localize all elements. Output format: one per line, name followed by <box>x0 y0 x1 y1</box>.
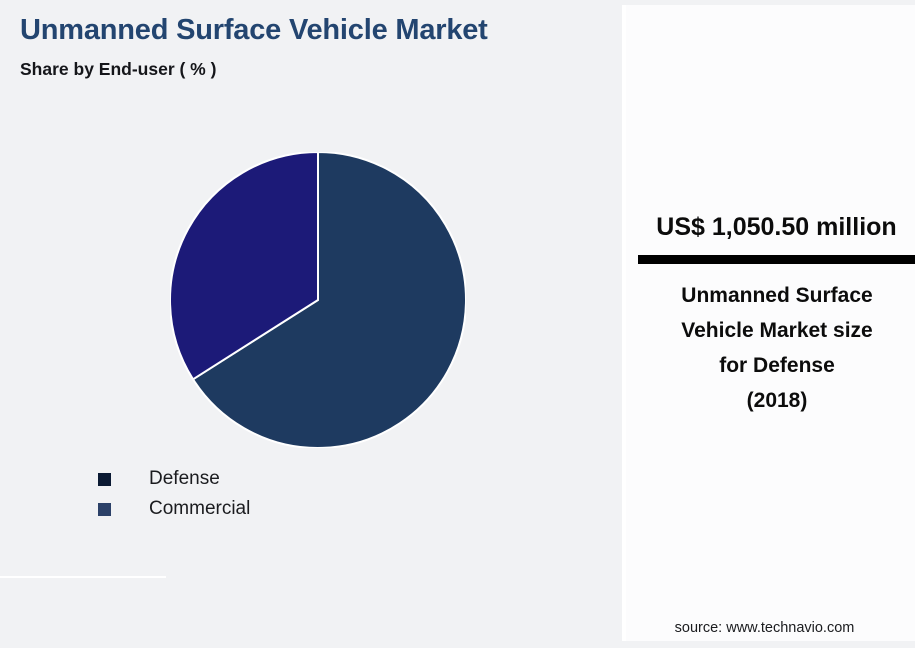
pie-slice-commercial[interactable] <box>170 152 319 381</box>
chart-subtitle: Share by End-user ( % ) <box>20 59 217 79</box>
pie-chart-svg <box>170 152 466 448</box>
callout-caption: Unmanned Surface Vehicle Market size for… <box>652 278 902 418</box>
callout-caption-line-2: Vehicle Market size <box>681 319 873 342</box>
legend-label-commercial: Commercial <box>149 498 251 519</box>
chart-panel: Unmanned Surface Vehicle Market Share by… <box>0 14 488 578</box>
callout-rule <box>638 255 915 264</box>
pie-chart <box>170 152 466 448</box>
chart-legend: Defense Commercial <box>98 464 428 524</box>
panel-divider <box>622 5 626 641</box>
callout-caption-line-1: Unmanned Surface <box>681 284 873 307</box>
legend-swatch-commercial <box>98 502 111 516</box>
legend-label-defense: Defense <box>149 468 220 489</box>
legend-swatch-defense <box>98 472 111 486</box>
source-note: source: www.technavio.com <box>674 620 855 636</box>
page-title: Unmanned Surface Vehicle Market <box>20 14 488 46</box>
callout-panel: US$ 1,050.50 million Unmanned Surface Ve… <box>626 5 915 641</box>
pie-slice-defense[interactable] <box>191 152 466 448</box>
legend-item-defense[interactable]: Defense <box>98 464 428 494</box>
footer-divider <box>0 576 166 578</box>
callout-caption-line-3: for Defense <box>719 354 835 377</box>
callout-value: US$ 1,050.50 million <box>656 213 897 241</box>
legend-item-commercial[interactable]: Commercial <box>98 494 428 524</box>
callout-caption-line-4: (2018) <box>746 389 808 412</box>
